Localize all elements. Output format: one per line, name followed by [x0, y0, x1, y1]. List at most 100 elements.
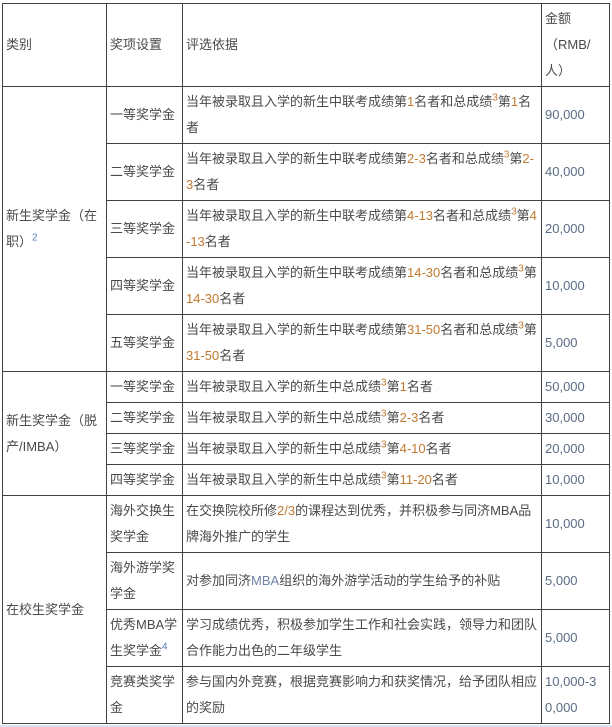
- number-highlight: 1: [399, 379, 407, 394]
- table-row: 新生奖学金（在职）2 一等奖学金 当年被录取且入学的新生中联考成绩第1名者和总成绩3…: [2, 86, 610, 372]
- award-cell: 五等奖学金: [106, 314, 183, 372]
- text: 当年被录取且入学的新生中总成绩: [186, 441, 382, 456]
- criteria-cell: 当年被录取且入学的新生中联考成绩第31-50名者和总成绩3第31-50名者: [182, 314, 542, 372]
- text: 新生奖学金（在职）: [6, 208, 98, 249]
- amount-cell: 5,000: [541, 609, 610, 667]
- category-cell: 新生奖学金（在职）2: [2, 86, 107, 372]
- text: 当年被录取且入学的新生中总成绩: [186, 472, 382, 487]
- header-amount: 金额 （RMB/ 人）: [541, 3, 610, 87]
- text: 当年被录取且入学的新生中联考成绩第: [186, 208, 408, 223]
- text: 第: [523, 322, 537, 337]
- criteria-cell: 当年被录取且入学的新生中总成绩3第11-20名者: [182, 464, 542, 496]
- number-highlight: 4-10: [399, 441, 426, 456]
- amount-cell: 5,000: [541, 314, 610, 372]
- footnote-link[interactable]: 4: [162, 641, 168, 653]
- award-cell: 四等奖学金: [106, 464, 183, 496]
- number-highlight: 31-50: [407, 322, 441, 337]
- table-row: 三等奖学金 当年被录取且入学的新生中联考成绩第4-13名者和总成绩3第4-13名者…: [3, 200, 610, 258]
- text: 四等奖学金: [110, 278, 176, 293]
- text: 名者和总成绩: [425, 151, 504, 166]
- text: 第: [509, 151, 523, 166]
- number-highlight: 14-30: [407, 265, 441, 280]
- criteria-cell: 当年被录取且入学的新生中总成绩3第1名者: [182, 371, 542, 403]
- footnote-ref: 3: [381, 377, 387, 389]
- table-row: 竞赛类奖学金 参与国内外竞赛，根据竞赛影响力和获奖情况，给予团队相应的奖励 10,0…: [3, 666, 610, 724]
- text: 当年被录取且入学的新生中联考成绩第: [186, 151, 408, 166]
- table-row: 海外游学奖学金 对参加同济MBA组织的海外游学活动的学生给予的补贴 5,000: [3, 552, 610, 610]
- table-header: 类别 奖项设置 评选依据 金额 （RMB/ 人）: [2, 3, 610, 87]
- award-cell: 优秀MBA学生奖学金4: [106, 609, 183, 667]
- criteria-cell: 当年被录取且入学的新生中联考成绩第14-30名者和总成绩3第14-30名者: [182, 257, 542, 315]
- footnote-link[interactable]: 2: [32, 232, 38, 244]
- text: 当年被录取且入学的新生中总成绩: [186, 410, 382, 425]
- amount-cell: 10,000-30,000: [541, 666, 610, 724]
- amount-cell: 10,000: [541, 464, 610, 496]
- text: 第: [386, 441, 400, 456]
- scholarship-table: 类别 奖项设置 评选依据 金额 （RMB/ 人） 新生奖学金（在职）2 一等奖学金…: [2, 3, 610, 724]
- text: 二等奖学金: [110, 164, 176, 179]
- amount-cell: 90,000: [541, 86, 610, 144]
- page: 类别 奖项设置 评选依据 金额 （RMB/ 人） 新生奖学金（在职）2 一等奖学金…: [0, 3, 612, 727]
- category-cell: 在校生奖学金: [2, 495, 107, 724]
- text: 在校生奖学金: [6, 601, 85, 617]
- table-row: 四等奖学金 当年被录取且入学的新生中联考成绩第14-30名者和总成绩3第14-30…: [3, 257, 610, 315]
- text: 名者和总成绩: [414, 94, 493, 109]
- amount-cell: 40,000: [541, 143, 610, 201]
- text: 名者: [431, 472, 458, 487]
- criteria-cell: 在交换院校所修2/3的课程达到优秀，并积极参与同济MBA品牌海外推广的学生: [182, 495, 542, 553]
- award-cell: 一等奖学金: [106, 86, 183, 144]
- criteria-cell: 当年被录取且入学的新生中总成绩3第4-10名者: [182, 433, 542, 465]
- number-highlight: 1: [510, 94, 519, 109]
- number-highlight: 1: [407, 94, 415, 109]
- text: 竞赛类奖学金: [110, 674, 176, 715]
- text: 第: [386, 472, 400, 487]
- text: 名者: [406, 379, 433, 394]
- table-row: 在校生奖学金 海外交换生奖学金 在交换院校所修2/3的课程达到优秀，并积极参与同济M…: [2, 495, 610, 724]
- header-award: 奖项设置: [106, 3, 183, 87]
- footnote-ref: 3: [381, 470, 387, 482]
- bottom-strip: [0, 725, 612, 727]
- table-row: 二等奖学金 当年被录取且入学的新生中总成绩3第2-3名者 30,000: [3, 402, 610, 434]
- award-cell: 二等奖学金: [106, 143, 183, 201]
- text: 组织的海外游学活动的学生给予的补贴: [279, 573, 501, 588]
- footnote-ref: 3: [518, 263, 524, 275]
- footnote-ref: 3: [492, 92, 498, 104]
- amount-cell: 50,000: [541, 371, 610, 403]
- amount-cell: 10,000: [541, 495, 610, 553]
- latin-highlight: MBA: [251, 573, 280, 588]
- text: 的课程达到优秀，并积极参与同济MBA品牌海外推广的学生: [186, 503, 532, 544]
- number-highlight: 2-3: [186, 151, 534, 192]
- number-highlight: 31-50: [186, 348, 220, 363]
- criteria-cell: 学习成绩优秀，积极参加学生工作和社会实践，领导力和团队合作能力出色的二年级学生: [182, 609, 542, 667]
- award-cell: 三等奖学金: [106, 433, 183, 465]
- text: 海外交换生奖学金: [110, 503, 176, 544]
- text: 第: [523, 265, 537, 280]
- criteria-cell: 当年被录取且入学的新生中联考成绩第1名者和总成绩3第1名者: [182, 86, 542, 144]
- amount-cell: 20,000: [541, 200, 610, 258]
- award-cell: 海外游学奖学金: [106, 552, 183, 610]
- text: 第: [386, 410, 400, 425]
- award-cell: 一等奖学金: [106, 371, 183, 403]
- table-body: 新生奖学金（在职）2 一等奖学金 当年被录取且入学的新生中联考成绩第1名者和总成绩3…: [2, 86, 610, 724]
- text: 名者: [193, 177, 220, 192]
- text: 第: [386, 379, 400, 394]
- text: 名者和总成绩: [433, 208, 512, 223]
- criteria-cell: 对参加同济MBA组织的海外游学活动的学生给予的补贴: [182, 552, 542, 610]
- criteria-cell: 当年被录取且入学的新生中联考成绩第4-13名者和总成绩3第4-13名者: [182, 200, 542, 258]
- amount-cell: 30,000: [541, 402, 610, 434]
- footnote-ref: 3: [381, 439, 387, 451]
- text: 名者和总成绩: [440, 265, 519, 280]
- text: 名者: [425, 441, 452, 456]
- text: 参与国内外竞赛，根据竞赛影响力和获奖情况，给予团队相应的奖励: [186, 674, 538, 715]
- number-highlight: 4-13: [186, 208, 537, 249]
- criteria-cell: 当年被录取且入学的新生中联考成绩第2-3名者和总成绩3第2-3名者: [182, 143, 542, 201]
- footnote-ref: 3: [381, 408, 387, 420]
- table-row: 新生奖学金（脱产/IMBA） 一等奖学金 当年被录取且入学的新生中总成绩3第1名者 5…: [2, 371, 610, 496]
- award-cell: 二等奖学金: [106, 402, 183, 434]
- text: 名者: [186, 94, 532, 135]
- text: 新生奖学金（脱产/IMBA）: [6, 412, 98, 454]
- text: 名者: [204, 234, 231, 249]
- number-highlight: 4-13: [407, 208, 434, 223]
- text: 第: [516, 208, 530, 223]
- number-highlight: 14-30: [186, 291, 220, 306]
